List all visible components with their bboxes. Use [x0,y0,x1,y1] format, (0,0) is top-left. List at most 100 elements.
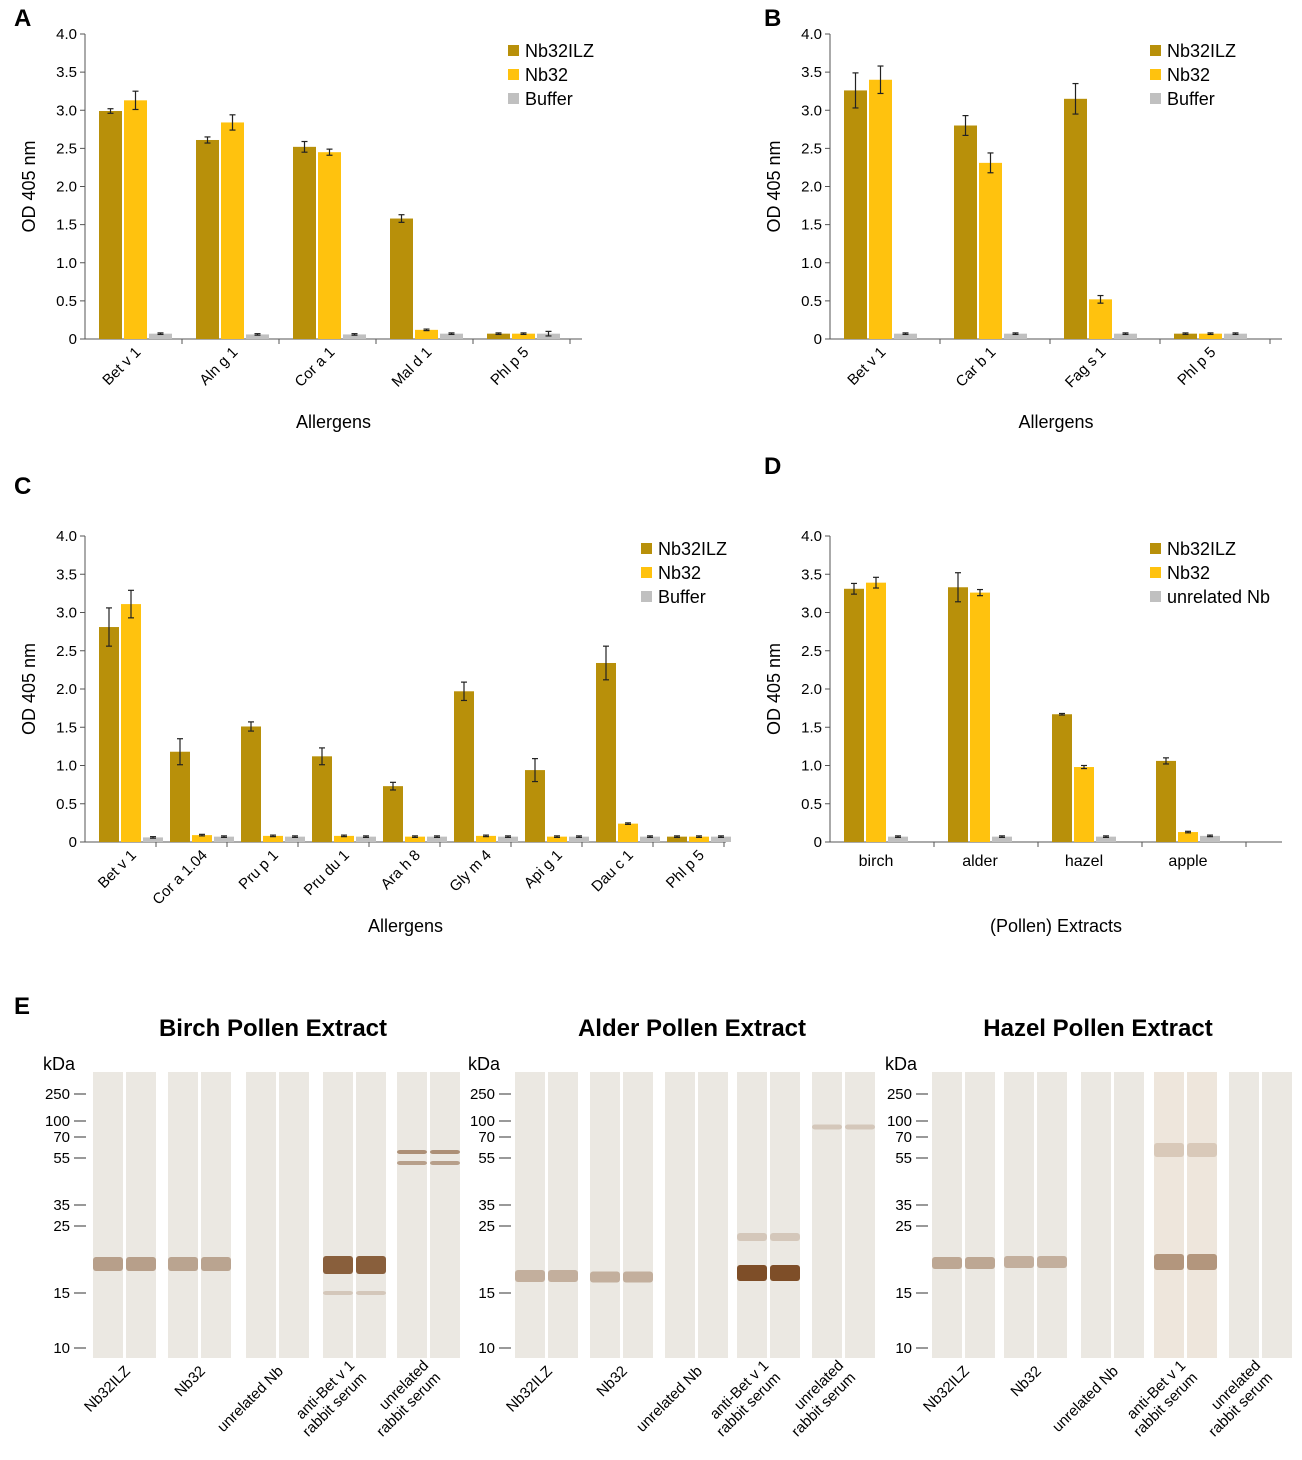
strip [1004,1072,1034,1358]
error-bar [718,835,724,839]
panel-letter: E [14,993,30,1020]
y-tick-label: 4.0 [801,528,822,545]
lane-pair: Nb32ILZ [81,1072,156,1416]
error-bar [1207,332,1214,336]
bar [525,770,545,842]
bar [263,835,283,842]
legend-label: Nb32ILZ [1167,539,1236,559]
error-bar [177,738,183,766]
panel-letter: B [764,5,781,32]
bar [487,333,510,339]
bar [1089,299,1112,339]
y-axis-label: OD 405 nm [19,643,39,735]
bar [667,836,687,842]
marker-label: 250 [887,1086,912,1103]
marker-label: 25 [895,1218,912,1235]
lane-label: Nb32 [1007,1363,1044,1400]
error-bar [107,108,114,114]
y-tick-label: 1.5 [801,719,822,736]
bar [970,592,990,842]
x-tick-label: hazel [1065,853,1103,870]
y-tick-label: 3.5 [56,566,77,583]
error-bar [448,332,455,336]
y-tick-label: 0 [814,331,822,348]
panel-letter: D [764,453,781,480]
lane-label-line: Nb32 [171,1363,208,1400]
marker-label: 25 [53,1218,70,1235]
bar [192,835,212,842]
bar [1096,836,1116,842]
panel-letter: C [14,473,31,500]
legend-swatch [641,567,652,578]
error-bar [1122,332,1129,336]
error-bar [292,835,298,839]
legend-label: Nb32 [1167,563,1210,583]
error-bar [1097,294,1104,304]
y-tick-label: 1.0 [801,758,822,775]
strip [126,1072,156,1358]
bar [312,756,332,842]
marker-label: 250 [45,1086,70,1103]
y-tick-label: 4.0 [56,528,77,545]
error-bar [204,136,211,144]
bar [121,604,141,842]
x-tick-label: Phl p 5 [663,847,708,892]
error-bar [351,333,358,336]
y-tick-label: 3.0 [801,102,822,119]
error-bar [520,332,527,336]
strip [1187,1072,1217,1358]
bar [1114,333,1137,339]
bar [454,691,474,842]
x-tick-label: Aln g 1 [196,344,241,389]
band [770,1233,800,1241]
legend-label: Buffer [525,89,573,109]
blot-title: Hazel Pollen Extract [983,1015,1212,1042]
error-bar [1072,82,1079,115]
error-bar [576,835,582,839]
error-bar [390,781,396,791]
error-bar [319,747,325,766]
y-tick-label: 3.5 [801,566,822,583]
bar [149,333,172,339]
bar [221,122,244,339]
bar [1156,760,1176,842]
y-tick-label: 3.0 [56,102,77,119]
error-bar [229,114,236,131]
x-tick-label: apple [1168,853,1207,870]
bar [241,726,261,842]
bar [318,152,341,339]
error-bar [977,588,983,597]
band [323,1291,353,1295]
band [323,1256,353,1274]
band [356,1256,386,1274]
bar [476,835,496,842]
error-bar [495,332,502,336]
error-bar [902,332,909,336]
x-tick-label: Cor a 1 [292,344,339,391]
strip [1154,1072,1184,1358]
error-bar [254,333,261,336]
error-bar [423,328,430,332]
bar [954,125,977,339]
x-axis-label: Allergens [1018,412,1093,432]
strip [1229,1072,1259,1358]
bar [1174,333,1197,339]
error-bar [647,835,653,839]
band [430,1150,460,1154]
error-bar [461,681,467,702]
error-bar [221,835,227,839]
lane-label-line: unrelated Nb [214,1363,287,1436]
bar [143,837,163,842]
bar [1224,333,1247,339]
error-bar [554,835,560,839]
marker-label: 10 [895,1340,912,1357]
bar [1064,98,1087,339]
error-bar [1232,332,1239,336]
strip [665,1072,695,1358]
marker-label: 10 [478,1340,495,1357]
error-bar [955,572,961,603]
strip [201,1072,231,1358]
lane-label: unrelatedrabbit serum [1193,1357,1276,1440]
